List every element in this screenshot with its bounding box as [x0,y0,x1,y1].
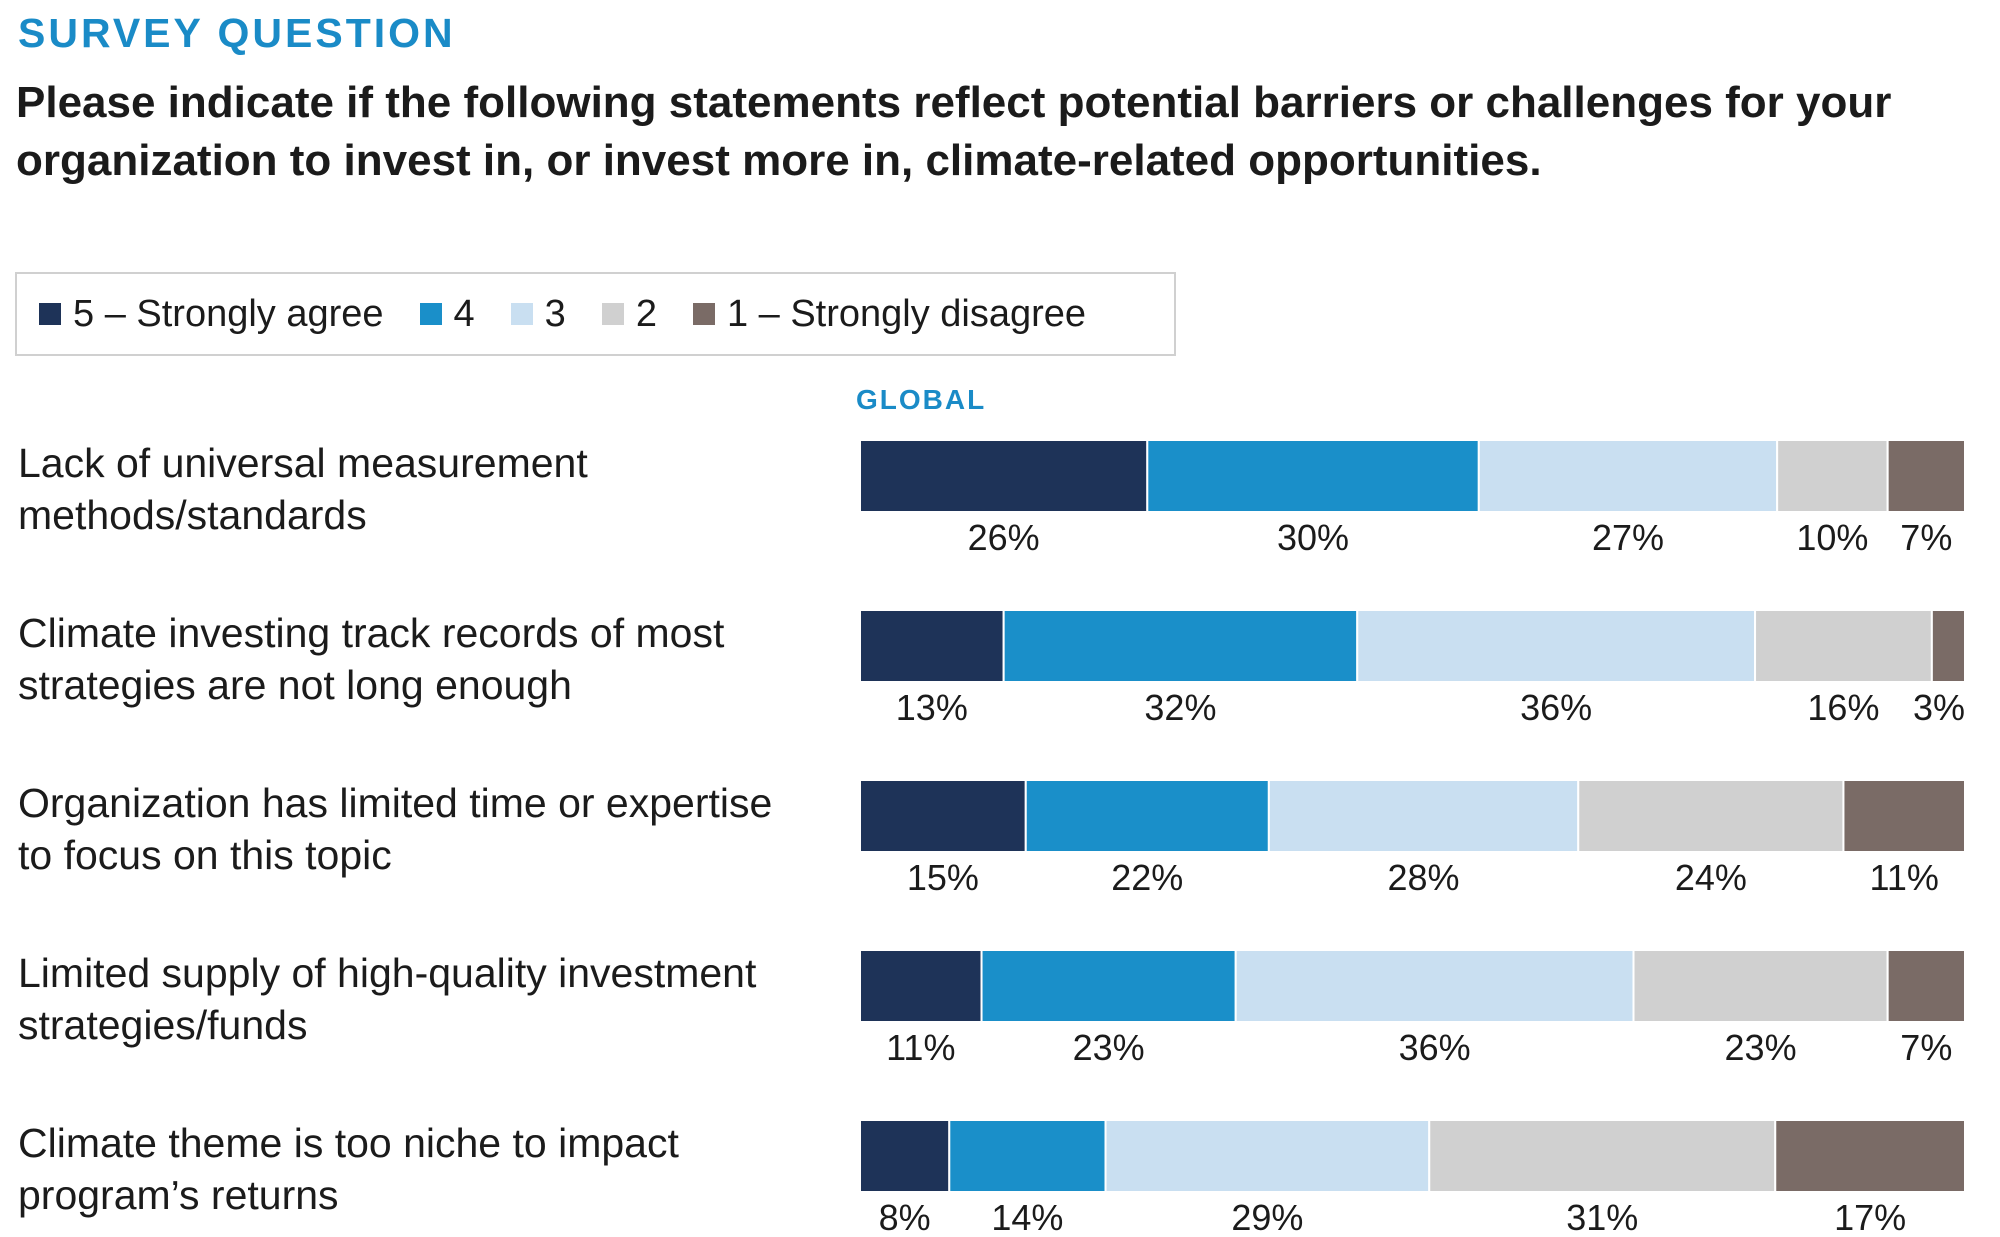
data-label: 22% [1111,857,1183,898]
data-label: 16% [1807,687,1879,728]
bar-segment [859,1119,951,1193]
data-label: 23% [1073,1027,1145,1068]
data-label: 28% [1388,857,1460,898]
legend-label-4: 4 [453,292,475,335]
bar-segment [1267,779,1580,853]
legend-item-5: 5 – Strongly agree [39,293,384,336]
bar-segment [1234,949,1635,1023]
bar-segment [859,439,1149,513]
legend-item-2: 2 [601,292,657,336]
data-label: 36% [1520,687,1592,728]
bar-segment [1577,779,1845,853]
bar-row: 13% 32% 36% 16% 3% [859,609,1966,728]
bar-segment [948,1119,1107,1193]
bar-segment [859,779,1027,853]
data-label: 7% [1900,1027,1952,1068]
bar-segment [1024,779,1270,853]
bar-segment [1428,1119,1777,1193]
bar-segment [1356,609,1757,683]
bar-segment [1930,609,1966,683]
data-label: 31% [1566,1197,1638,1237]
bar-segment [1886,439,1967,513]
bar-segment [859,609,1005,683]
data-label: 7% [1900,517,1952,558]
legend-label-1: 1 – Strongly disagree [726,292,1087,335]
legend-label-2: 2 [635,292,657,335]
region-label: GLOBAL [856,384,987,415]
legend-label-3: 3 [544,292,566,335]
bar-segment [1776,439,1889,513]
row-label-track-records: Climate investing track records of most … [18,610,725,708]
bar-row: 26% 30% 27% 10% 7% [859,439,1967,558]
data-label: 29% [1231,1197,1303,1237]
data-label: 14% [991,1197,1063,1237]
bar-segment [1774,1119,1967,1193]
data-label: 10% [1796,517,1868,558]
legend-swatch-1 [692,303,715,325]
data-label: 30% [1277,517,1349,558]
bar-segment [1886,949,1967,1023]
bar-segment [1146,439,1480,513]
data-label: 32% [1144,687,1216,728]
row-label-too-niche: Climate theme is too niche to impact pro… [18,1120,679,1218]
legend-swatch-2 [601,303,624,325]
legend-item-4: 4 [419,292,475,336]
legend-item-3: 3 [510,292,566,336]
bar-row: 15% 22% 28% 24% 11% [859,779,1966,898]
row-label-limited-supply: Limited supply of high-quality investmen… [18,950,757,1048]
bar-row: 8% 14% 29% 31% 17% [859,1119,1967,1237]
bar-segment [1477,439,1779,513]
bar-segment [1754,609,1933,683]
bar-segment [1002,609,1359,683]
bar-segment [1632,949,1889,1023]
data-label: 23% [1725,1027,1797,1068]
data-label: 3% [1913,687,1965,728]
bar-segment [859,949,983,1023]
data-label: 26% [968,517,1040,558]
data-label: 17% [1834,1197,1906,1237]
row-label-measurement-standards: Lack of universal measurement methods/st… [18,440,588,538]
data-label: 24% [1675,857,1747,898]
survey-question-headline: Please indicate if the following stateme… [16,78,1892,185]
bar-segment [1104,1119,1431,1193]
data-label: 13% [896,687,968,728]
bar-segment [980,949,1237,1023]
bar-row: 11% 23% 36% 23% 7% [859,949,1967,1068]
legend-swatch-3 [510,303,533,325]
data-label: 36% [1399,1027,1471,1068]
legend-label-5: 5 – Strongly agree [73,292,384,335]
data-label: 11% [1870,857,1939,898]
chart-legend: 5 – Strongly agree 4 3 2 1 – Strongly di… [15,272,1176,356]
legend-swatch-4 [419,303,442,325]
legend-item-1: 1 – Strongly disagree [692,292,1087,336]
data-label: 27% [1592,517,1664,558]
survey-question-kicker: SURVEY QUESTION [18,10,456,56]
row-label-limited-expertise: Organization has limited time or experti… [18,780,773,878]
data-label: 8% [879,1197,931,1237]
legend-swatch-5 [39,303,61,325]
data-label: 15% [907,857,979,898]
bar-segment [1842,779,1966,853]
data-label: 11% [886,1027,955,1068]
